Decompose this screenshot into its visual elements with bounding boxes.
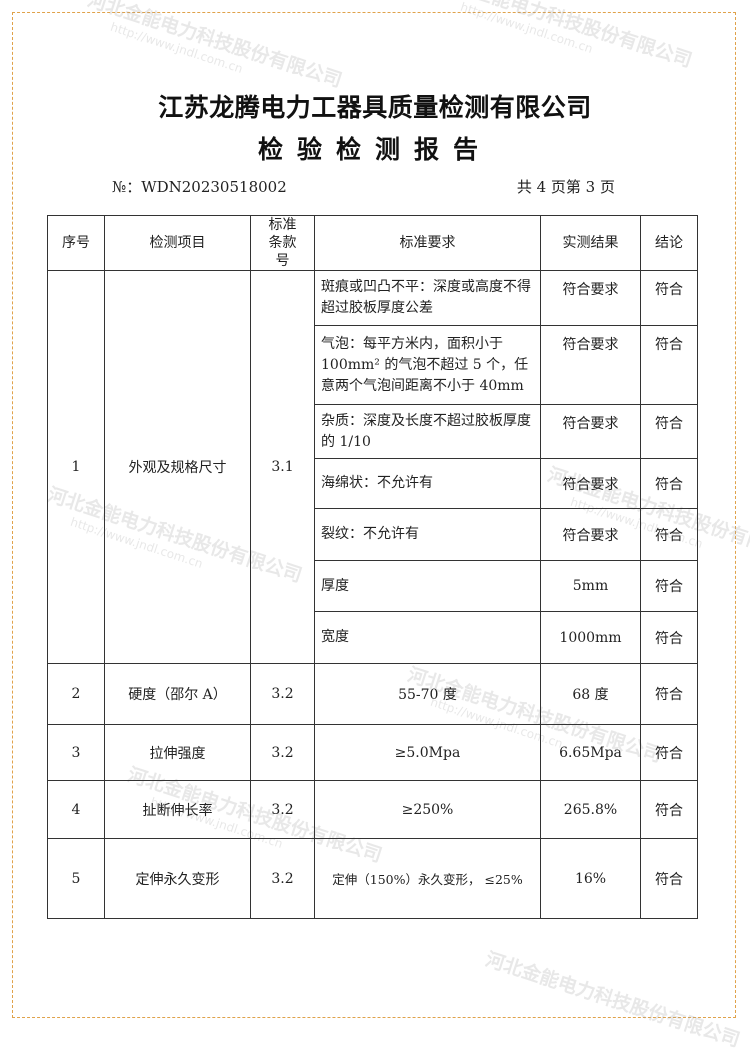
cell-req: 厚度 <box>314 560 541 612</box>
cell-conclusion: 符合 <box>640 270 698 326</box>
cell-clause: 3.2 <box>250 780 315 839</box>
cell-result: 符合要求 <box>540 458 641 509</box>
cell-no: 3 <box>47 724 105 781</box>
cell-conclusion: 符合 <box>640 724 698 781</box>
cell-no: 1 <box>47 270 105 664</box>
table-row: 裂纹：不允许有 符合要求 符合 <box>48 508 698 561</box>
cell-req: 海绵状：不允许有 <box>314 458 541 509</box>
cell-req: ≥5.0Mpa <box>314 724 541 781</box>
cell-result: 68 度 <box>540 663 641 725</box>
cell-result: 符合要求 <box>540 508 641 561</box>
cell-req: 裂纹：不允许有 <box>314 508 541 561</box>
cell-no: 5 <box>47 838 105 919</box>
cell-result: 6.65Mpa <box>540 724 641 781</box>
table-header: 序号 检测项目 标准条款号 标准要求 实测结果 结论 <box>47 215 698 271</box>
cell-req: 气泡：每平方米内，面积小于100mm² 的气泡不超过 5 个，任意两个气泡间距离… <box>314 325 541 405</box>
cell-conclusion: 符合 <box>640 780 698 839</box>
cell-item: 定伸永久变形 <box>104 838 251 919</box>
company-name: 江苏龙腾电力工器具质量检测有限公司 <box>158 93 592 122</box>
cell-item: 拉伸强度 <box>104 724 251 781</box>
table-row: 海绵状：不允许有 符合要求 符合 <box>48 458 698 509</box>
cell-item: 扯断伸长率 <box>104 780 251 839</box>
cell-req: 定伸（150%）永久变形， ≤25% <box>314 838 541 919</box>
col-header: 标准要求 <box>314 215 541 271</box>
table-row: 3 拉伸强度 3.2 ≥5.0Mpa 6.65Mpa 符合 <box>47 724 698 781</box>
cell-req: 宽度 <box>314 611 541 664</box>
cell-req: ≥250% <box>314 780 541 839</box>
col-header: 实测结果 <box>540 215 641 271</box>
cell-req: 杂质：深度及长度不超过胶板厚度的 1/10 <box>314 404 541 459</box>
table-row: 1 外观及规格尺寸 3.1 斑痕或凹凸不平：深度或高度不得超过胶板厚度公差 符合… <box>47 270 698 664</box>
cell-item: 硬度（邵尔 A） <box>104 663 251 725</box>
cell-no: 4 <box>47 780 105 839</box>
cell-clause: 3.1 <box>250 270 315 664</box>
table-row: 杂质：深度及长度不超过胶板厚度的 1/10 符合要求 符合 <box>48 404 698 459</box>
table-row: 2 硬度（邵尔 A） 3.2 55-70 度 68 度 符合 <box>47 663 698 725</box>
report-title: 检验检测报告 <box>257 135 492 164</box>
table-row: 5 定伸永久变形 3.2 定伸（150%）永久变形， ≤25% 16% 符合 <box>47 838 698 919</box>
cell-item: 外观及规格尺寸 <box>104 270 251 664</box>
cell-clause: 3.2 <box>250 724 315 781</box>
cell-req: 55-70 度 <box>314 663 541 725</box>
cell-conclusion: 符合 <box>640 458 698 509</box>
cell-clause: 3.2 <box>250 663 315 725</box>
cell-req: 斑痕或凹凸不平：深度或高度不得超过胶板厚度公差 <box>314 270 541 326</box>
page-info: 共 4 页第 3 页 <box>516 178 615 196</box>
col-header: 序号 <box>47 215 105 271</box>
cell-conclusion: 符合 <box>640 663 698 725</box>
cell-conclusion: 符合 <box>640 325 698 405</box>
cell-result: 16% <box>540 838 641 919</box>
table-row: 厚度 5mm 符合 <box>48 560 698 612</box>
col-header: 结论 <box>640 215 698 271</box>
cell-result: 1000mm <box>540 611 641 664</box>
cell-conclusion: 符合 <box>640 560 698 612</box>
cell-result: 符合要求 <box>540 325 641 405</box>
page-border <box>12 12 736 1018</box>
report-number: №：WDN20230518002 <box>112 178 287 196</box>
table-row: 气泡：每平方米内，面积小于100mm² 的气泡不超过 5 个，任意两个气泡间距离… <box>48 325 698 405</box>
cell-clause: 3.2 <box>250 838 315 919</box>
results-table: 序号 检测项目 标准条款号 标准要求 实测结果 结论 1 外观及规格尺寸 3.1… <box>47 215 698 919</box>
cell-result: 符合要求 <box>540 404 641 459</box>
cell-no: 2 <box>47 663 105 725</box>
table-row: 4 扯断伸长率 3.2 ≥250% 265.8% 符合 <box>47 780 698 839</box>
cell-result: 265.8% <box>540 780 641 839</box>
cell-conclusion: 符合 <box>640 404 698 459</box>
cell-conclusion: 符合 <box>640 508 698 561</box>
cell-result: 符合要求 <box>540 270 641 326</box>
cell-result: 5mm <box>540 560 641 612</box>
cell-conclusion: 符合 <box>640 838 698 919</box>
col-header: 标准条款号 <box>250 215 315 271</box>
col-header: 检测项目 <box>104 215 251 271</box>
cell-conclusion: 符合 <box>640 611 698 664</box>
